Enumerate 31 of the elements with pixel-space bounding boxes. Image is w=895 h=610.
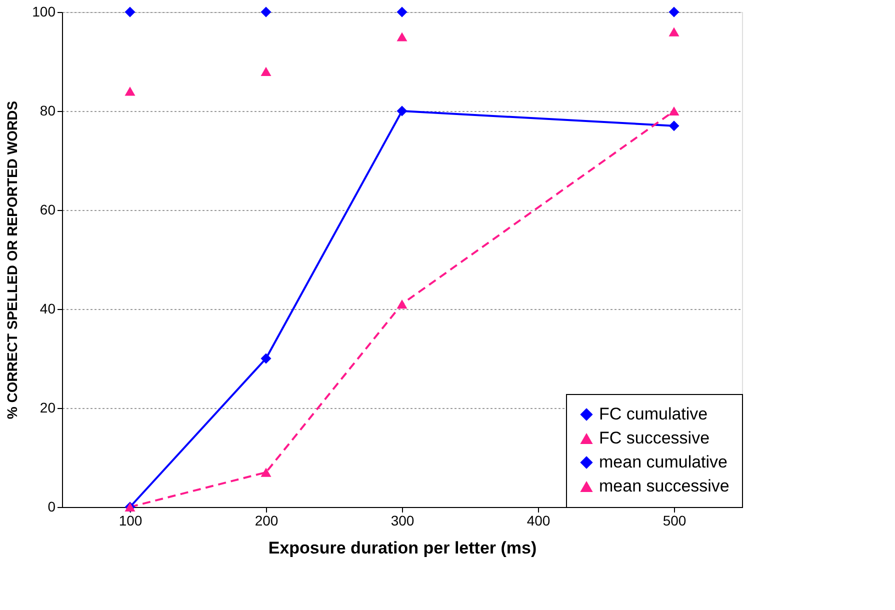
x-tick-label: 300 (390, 512, 414, 528)
point (396, 106, 408, 116)
x-tick-label: 400 (526, 512, 550, 528)
point (124, 6, 136, 18)
x-axis-title: Exposure duration per letter (ms) (268, 538, 537, 558)
point (260, 468, 272, 477)
point (124, 86, 136, 96)
y-tick-label: 40 (40, 300, 56, 316)
legend-label: mean cumulative (599, 452, 728, 472)
x-tick-label: 500 (662, 512, 686, 528)
point (668, 106, 680, 116)
y-tick-label: 0 (48, 498, 56, 514)
point (260, 66, 272, 76)
legend-label: FC cumulative (599, 404, 708, 424)
y-tick-label: 20 (40, 400, 56, 416)
x-tick-label: 100 (118, 512, 142, 528)
point (396, 32, 408, 42)
point (668, 120, 680, 132)
y-axis-title: % CORRECT SPELLED OR REPORTED WORDS (4, 100, 20, 420)
point (668, 6, 680, 18)
y-tick-label: 100 (32, 4, 56, 20)
y-tick-label: 80 (40, 102, 56, 118)
legend-label: FC successive (599, 428, 710, 448)
point (260, 6, 272, 18)
legend-label: mean successive (599, 476, 730, 496)
x-tick-label: 200 (254, 512, 278, 528)
point (260, 353, 272, 364)
point (668, 27, 680, 36)
point (396, 300, 408, 309)
y-tick-label: 60 (40, 202, 56, 218)
point (396, 6, 408, 18)
